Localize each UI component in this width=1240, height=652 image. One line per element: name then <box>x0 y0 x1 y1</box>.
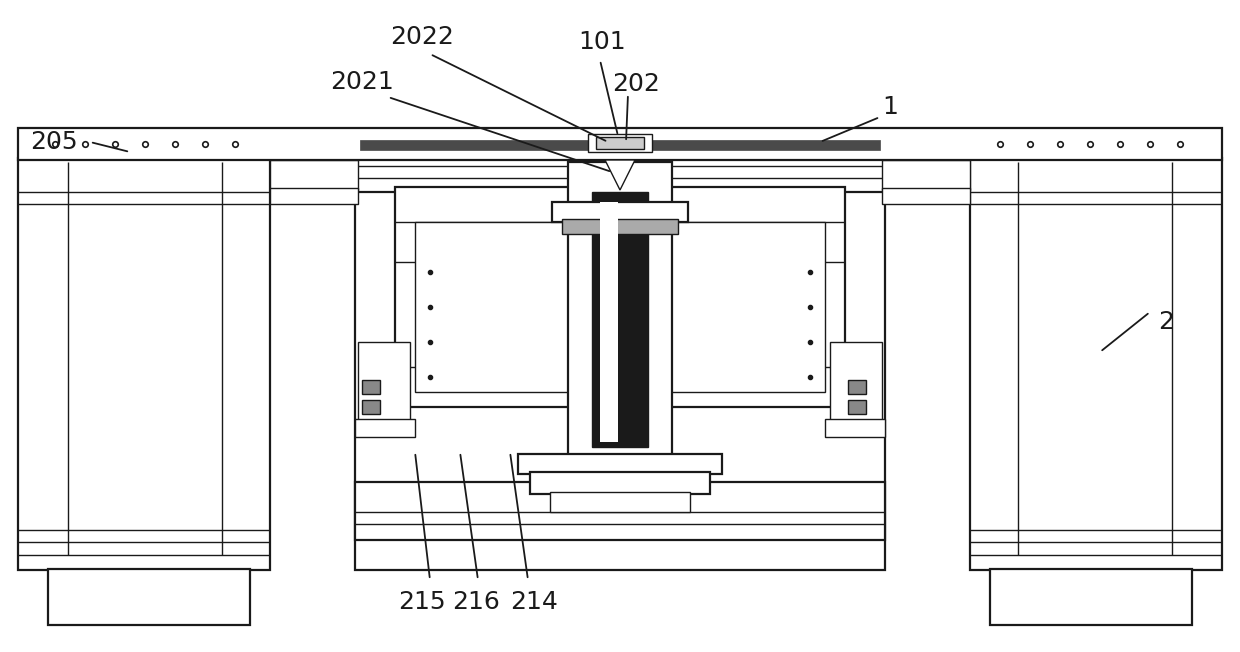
Text: 2022: 2022 <box>391 25 454 49</box>
Bar <box>19 158 270 570</box>
Bar <box>568 162 672 457</box>
Bar <box>882 160 970 190</box>
Bar <box>396 187 844 407</box>
Bar <box>360 140 880 150</box>
Bar <box>591 192 649 447</box>
Bar <box>362 400 379 414</box>
Bar <box>990 569 1192 625</box>
Bar <box>362 380 379 394</box>
Text: 215: 215 <box>398 590 445 614</box>
Bar <box>848 400 866 414</box>
Bar <box>19 128 1221 160</box>
Bar <box>529 472 711 494</box>
Bar <box>596 137 644 149</box>
Bar <box>320 152 920 192</box>
Text: 205: 205 <box>30 130 78 154</box>
Bar <box>48 569 250 625</box>
Text: 202: 202 <box>613 72 660 96</box>
Bar <box>848 380 866 394</box>
Bar <box>562 219 678 234</box>
Polygon shape <box>605 160 635 190</box>
Bar <box>415 222 825 392</box>
Bar <box>551 492 689 512</box>
Bar <box>970 158 1221 570</box>
Bar <box>882 188 970 204</box>
Bar <box>825 419 885 437</box>
Bar <box>355 158 885 570</box>
Bar <box>270 160 358 190</box>
Bar <box>830 342 882 422</box>
Text: 214: 214 <box>510 590 558 614</box>
Bar <box>518 454 722 474</box>
Bar <box>600 202 618 442</box>
Text: 1: 1 <box>882 95 898 119</box>
Bar <box>552 202 688 222</box>
Text: 101: 101 <box>578 30 626 54</box>
Text: 216: 216 <box>453 590 500 614</box>
Text: 2021: 2021 <box>330 70 394 94</box>
Bar <box>358 342 410 422</box>
Text: 2: 2 <box>1158 310 1174 334</box>
Bar <box>588 134 652 152</box>
Bar <box>355 419 415 437</box>
Bar <box>355 482 885 540</box>
Bar <box>270 188 358 204</box>
